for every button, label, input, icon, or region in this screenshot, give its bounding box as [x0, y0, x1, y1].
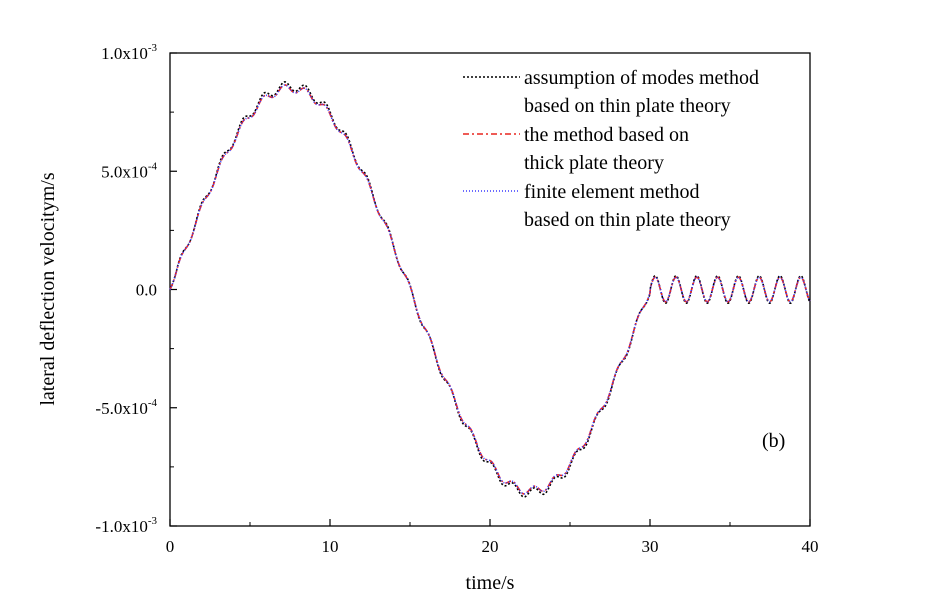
series-line-1	[169, 84, 811, 495]
x-axis-title: time/s	[466, 572, 515, 594]
series-line-0	[169, 81, 811, 498]
y-axis-ticks: 1.0x10-3 5.0x10-4 0.0 -5.0x10-4 -1.0x10-3	[95, 42, 177, 536]
panel-label: (b)	[762, 430, 785, 452]
x-tick-label: 10	[322, 537, 339, 556]
y-tick-label: 1.0x10-3	[101, 42, 157, 63]
x-tick-label: 30	[642, 537, 659, 556]
x-tick-label: 20	[482, 537, 499, 556]
series-lines	[169, 81, 811, 498]
x-tick-label: 40	[802, 537, 819, 556]
legend: assumption of modes method based on thin…	[463, 67, 759, 231]
plot-frame	[169, 52, 811, 527]
legend-label-1-line1: the method based on	[524, 124, 689, 146]
x-tick-label: 0	[166, 537, 175, 556]
y-tick-label: -1.0x10-3	[95, 515, 157, 536]
legend-label-2-line2: based on thin plate theory	[524, 209, 731, 231]
y-tick-label: -5.0x10-4	[95, 397, 157, 418]
legend-label-2-line1: finite element method	[524, 181, 700, 203]
legend-label-1-line2: thick plate theory	[524, 152, 664, 174]
legend-label-0-line1: assumption of modes method	[524, 67, 759, 89]
y-tick-label: 0.0	[136, 281, 157, 300]
legend-label-0-line2: based on thin plate theory	[524, 95, 731, 117]
series-line-2	[169, 84, 811, 495]
y-axis-title: lateral deflection velocitym/s	[37, 172, 59, 405]
x-axis-ticks: 0 10 20 30 40	[166, 519, 819, 556]
y-tick-label: 5.0x10-4	[101, 160, 157, 181]
